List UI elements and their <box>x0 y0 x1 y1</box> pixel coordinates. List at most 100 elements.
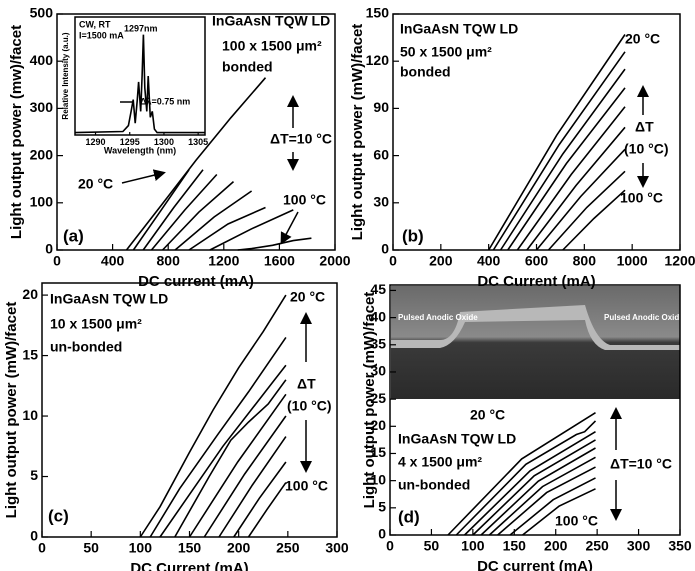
line <box>247 482 287 538</box>
image-label: Pulsed Anodic Oxide <box>604 313 684 322</box>
plot-frame <box>74 16 206 136</box>
annotation: ΔT=10 °C <box>610 456 672 472</box>
x-tick-label: 100 <box>129 540 153 556</box>
line <box>74 34 205 134</box>
x-tick-label: 800 <box>157 253 181 269</box>
line <box>497 466 596 536</box>
annotation: InGaAsN TQW LD <box>212 13 330 29</box>
y-tick-label: 40 <box>370 308 386 324</box>
x-axis-label: DC Current (mA) <box>130 560 248 571</box>
x-tick-label: 1600 <box>264 253 295 269</box>
plot: 0 50 100 150 200 250 300 350 0 5 10 15 20 25 30 35 40 45 D… <box>361 281 692 571</box>
line <box>237 237 312 251</box>
x-tick-label: 50 <box>83 540 99 556</box>
annotation: un-bonded <box>398 477 470 493</box>
y-tick-label: 45 <box>370 281 386 297</box>
x-tick-label: 400 <box>477 253 501 269</box>
plot-frame <box>56 13 336 251</box>
panel-label: (c) <box>48 506 69 525</box>
annotation: CW, RT <box>79 19 111 29</box>
annotation: un-bonded <box>50 339 122 355</box>
line <box>125 77 267 251</box>
panel-label: (b) <box>402 226 424 245</box>
x-tick-label: 100 <box>461 538 485 554</box>
x-tick-label: 1290 <box>86 137 106 147</box>
y-axis-label: Light output power (mW)/facet <box>361 292 378 509</box>
image-label: Pulsed Anodic Oxide <box>398 313 478 322</box>
y-tick-label: 60 <box>373 146 389 162</box>
x-tick-label: 400 <box>101 253 125 269</box>
y-tick-label: 25 <box>370 390 386 406</box>
line <box>188 393 287 538</box>
line <box>499 68 626 251</box>
y-axis-label: Relative Intensity (a.u.) <box>61 32 70 119</box>
y-axis-label: Light output power (mw)/facet <box>8 25 25 239</box>
x-tick-label: 200 <box>544 538 568 554</box>
annotation: 20 °C <box>625 31 660 47</box>
plot-frame <box>41 282 338 538</box>
x-axis-label: DC current (mA) <box>138 273 254 290</box>
line <box>149 336 287 538</box>
panel-label: (d) <box>398 507 420 526</box>
annotation: bonded <box>222 59 273 75</box>
x-tick-label: 300 <box>627 538 651 554</box>
x-tick-label: 1000 <box>617 253 648 269</box>
annotation: (10 °C) <box>624 141 669 157</box>
line <box>488 456 596 536</box>
y-tick-label: 20 <box>370 417 386 433</box>
y-tick-label: 30 <box>373 194 389 210</box>
x-tick-label: 800 <box>573 253 597 269</box>
line <box>488 34 626 251</box>
annotation: 100 °C <box>620 190 663 206</box>
x-tick-label: 1295 <box>120 137 140 147</box>
annotation: 4 x 1500 μm² <box>398 454 482 470</box>
annotation: bonded <box>400 64 451 80</box>
line <box>492 51 626 251</box>
annotation: (10 °C) <box>287 398 332 414</box>
line <box>562 189 626 251</box>
line <box>507 87 626 251</box>
x-tick-label: 600 <box>525 253 549 269</box>
y-tick-label: 0 <box>381 241 389 257</box>
plot: 0 50 100 150 200 250 300 0 5 10 15 20 DC Current (mA… <box>3 282 349 571</box>
y-tick-label: 35 <box>370 335 386 351</box>
x-tick-label: 150 <box>178 540 202 556</box>
y-axis-label: Light output power (mW)/facet <box>3 302 20 519</box>
line <box>522 488 596 536</box>
line <box>455 420 597 536</box>
line <box>516 106 626 251</box>
y-tick-label: 90 <box>373 99 389 115</box>
panel-label: (a) <box>63 226 84 245</box>
line <box>526 126 626 251</box>
y-tick-label: 120 <box>366 52 390 68</box>
y-tick-label: 30 <box>370 363 386 379</box>
line <box>447 412 596 536</box>
line <box>139 294 287 538</box>
line <box>480 447 596 536</box>
sem-image: Pulsed Anodic Oxide Pulsed Anodic Oxide <box>391 286 684 399</box>
line <box>142 169 204 251</box>
x-tick-label: 0 <box>53 253 61 269</box>
line <box>209 209 294 251</box>
y-tick-label: 10 <box>370 471 386 487</box>
line <box>188 206 266 251</box>
line <box>233 461 287 538</box>
line <box>218 436 287 538</box>
y-tick-label: 300 <box>30 99 54 115</box>
y-tick-label: 150 <box>366 5 390 21</box>
plot: 1290 1295 1300 1305 Wavelength (nm) Relative … <box>61 16 208 155</box>
annotation: 100 x 1500 μm² <box>222 38 322 54</box>
x-tick-label: 0 <box>386 538 394 554</box>
annotation: 20 °C <box>290 289 325 305</box>
y-axis-label: Light output power (mW)/facet <box>349 24 366 241</box>
x-tick-label: 150 <box>503 538 527 554</box>
y-tick-label: 0 <box>30 528 38 544</box>
x-tick-label: 250 <box>585 538 609 554</box>
x-tick-label: 2000 <box>319 253 350 269</box>
y-tick-label: 15 <box>22 346 38 362</box>
line <box>162 180 235 251</box>
x-tick-label: 200 <box>227 540 251 556</box>
y-tick-label: 5 <box>30 467 38 483</box>
x-tick-label: 300 <box>325 540 349 556</box>
